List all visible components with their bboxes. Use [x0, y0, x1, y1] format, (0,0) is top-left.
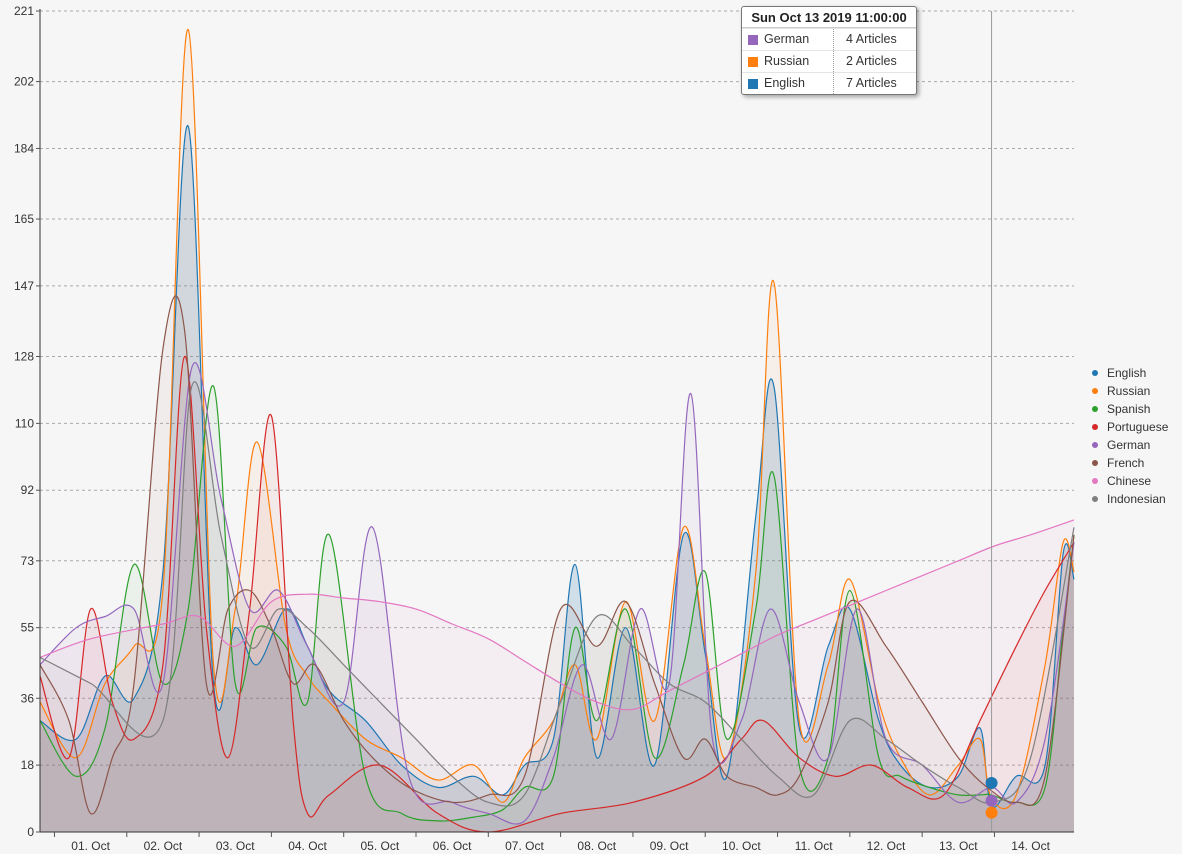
- legend-label: Chinese: [1107, 474, 1152, 488]
- x-tick-label: 14. Oct: [1011, 839, 1050, 853]
- series-line-spanish[interactable]: [39, 385, 1075, 822]
- legend-dot-icon: [1092, 460, 1098, 466]
- legend-item-german[interactable]: German: [1092, 436, 1168, 454]
- tooltip-swatch: [748, 78, 758, 89]
- tooltip-series-value: 4 Articles: [846, 32, 897, 46]
- hover-tooltip: Sun Oct 13 2019 11:00:00 German 4 Articl…: [741, 6, 917, 95]
- y-tick-label: 128: [14, 349, 34, 363]
- hover-marker-english: [985, 776, 998, 789]
- legend-label: German: [1107, 438, 1151, 452]
- x-tick-label: 08. Oct: [577, 839, 616, 853]
- series-line-portuguese[interactable]: [39, 355, 1075, 833]
- legend-dot-icon: [1092, 496, 1098, 502]
- x-tick-label: 10. Oct: [722, 839, 761, 853]
- y-tick-label: 55: [21, 621, 35, 635]
- y-tick-label: 221: [14, 4, 34, 18]
- series-line-german[interactable]: [39, 362, 1075, 825]
- tooltip-title: Sun Oct 13 2019 11:00:00: [742, 7, 916, 28]
- legend-dot-icon: [1092, 388, 1098, 394]
- series-area-spanish: [40, 385, 1074, 832]
- x-tick-label: 12. Oct: [867, 839, 906, 853]
- hover-markers: [985, 776, 998, 819]
- x-tick-label: 09. Oct: [650, 839, 689, 853]
- tooltip-series-name: German: [764, 32, 810, 46]
- axes: [39, 9, 1074, 833]
- y-tick-label: 202: [14, 75, 34, 89]
- legend-label: English: [1107, 366, 1147, 380]
- tooltip-series-name: English: [764, 76, 805, 90]
- x-tick-label: 05. Oct: [361, 839, 400, 853]
- series-line-russian[interactable]: [39, 28, 1075, 810]
- series-area-russian: [40, 29, 1074, 832]
- tooltip-series-value: 7 Articles: [846, 76, 897, 90]
- y-tick-label: 73: [21, 554, 35, 568]
- x-tick-label: 13. Oct: [939, 839, 978, 853]
- legend-dot-icon: [1092, 442, 1098, 448]
- series-area-english: [40, 125, 1074, 832]
- tooltip-row-russian: Russian 2 Articles: [742, 50, 916, 72]
- series-lines: [39, 28, 1075, 833]
- y-tick-label: 147: [14, 279, 34, 293]
- hover-marker-russian: [985, 806, 998, 819]
- legend-item-indonesian[interactable]: Indonesian: [1092, 490, 1168, 508]
- legend-label: Russian: [1107, 384, 1151, 398]
- tooltip-row-english: English 7 Articles: [742, 72, 916, 94]
- x-tick-label: 06. Oct: [433, 839, 472, 853]
- legend-item-spanish[interactable]: Spanish: [1092, 400, 1168, 418]
- series-line-chinese[interactable]: [39, 519, 1075, 711]
- x-tick-label: 02. Oct: [144, 839, 183, 853]
- y-tick-label: 184: [14, 141, 34, 155]
- y-tick-label: 36: [21, 691, 35, 705]
- y-tick-label: 110: [15, 416, 34, 430]
- legend-label: Portuguese: [1107, 420, 1169, 434]
- legend-item-russian[interactable]: Russian: [1092, 382, 1168, 400]
- y-axis-ticks: 0 18 36 55 73 92 110 128 147 165 184 202 221: [14, 4, 40, 839]
- legend-label: Spanish: [1107, 402, 1151, 416]
- tooltip-row-german: German 4 Articles: [742, 28, 916, 50]
- x-tick-label: 11. Oct: [795, 839, 833, 853]
- tooltip-swatch: [748, 56, 758, 67]
- y-tick-label: 0: [27, 825, 34, 839]
- series-area-portuguese: [40, 356, 1074, 832]
- series-line-indonesian[interactable]: [39, 381, 1075, 807]
- series-area-indonesian: [40, 381, 1074, 832]
- legend-dot-icon: [1092, 370, 1098, 376]
- tooltip-swatch: [748, 34, 758, 45]
- y-tick-label: 92: [21, 483, 35, 497]
- legend-label: French: [1107, 456, 1145, 470]
- series-area-chinese: [40, 519, 1074, 832]
- series-area-french: [40, 295, 1074, 833]
- hover-marker-german: [985, 794, 998, 807]
- tooltip-series-value: 2 Articles: [846, 54, 897, 68]
- legend-dot-icon: [1092, 406, 1098, 412]
- series-line-french[interactable]: [39, 295, 1075, 815]
- legend-label: Indonesian: [1107, 492, 1166, 506]
- series-areas: [40, 29, 1074, 833]
- y-tick-label: 165: [14, 212, 34, 226]
- legend-dot-icon: [1092, 424, 1098, 430]
- y-tick-label: 18: [21, 758, 35, 772]
- x-tick-label: 01. Oct: [71, 839, 110, 853]
- x-tick-label: 04. Oct: [288, 839, 327, 853]
- legend-item-chinese[interactable]: Chinese: [1092, 472, 1168, 490]
- x-axis-ticks: 01. Oct 02. Oct 03. Oct 04. Oct 05. Oct 06. O…: [53, 832, 1051, 853]
- legend-item-portuguese[interactable]: Portuguese: [1092, 418, 1168, 436]
- series-area-german: [40, 362, 1074, 832]
- legend-item-french[interactable]: French: [1092, 454, 1168, 472]
- grid-lines: [40, 10, 1074, 766]
- x-tick-label: 07. Oct: [505, 839, 544, 853]
- legend-dot-icon: [1092, 478, 1098, 484]
- tooltip-series-name: Russian: [764, 54, 810, 68]
- legend-item-english[interactable]: English: [1092, 364, 1168, 382]
- x-tick-label: 03. Oct: [216, 839, 255, 853]
- legend: English Russian Spanish Portuguese German Fre…: [1092, 364, 1168, 508]
